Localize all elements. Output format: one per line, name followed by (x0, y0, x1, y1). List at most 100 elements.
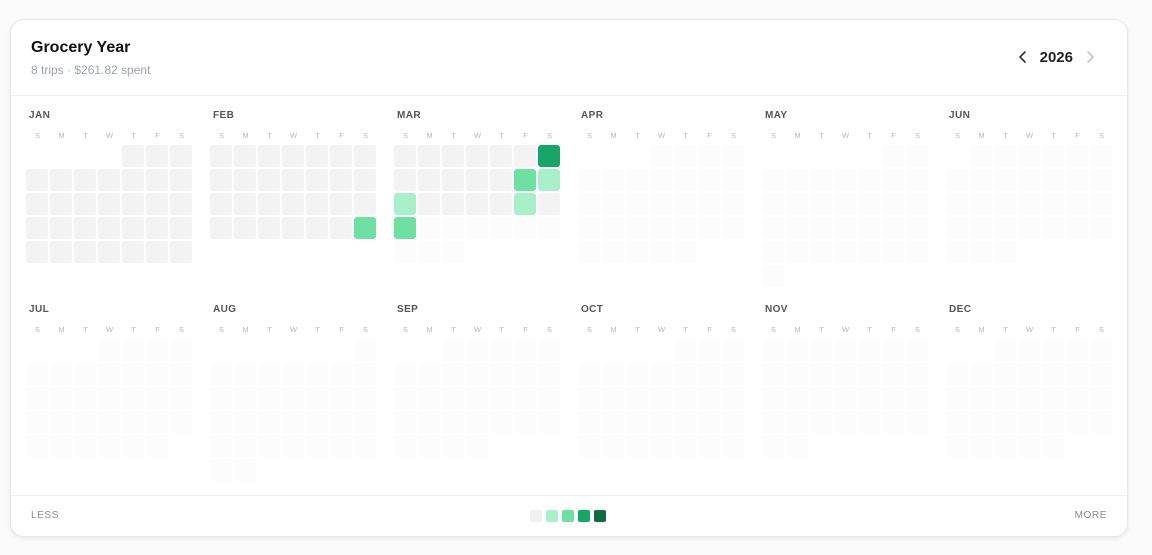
day-cell[interactable] (626, 387, 648, 409)
day-cell[interactable] (1042, 363, 1064, 385)
day-cell[interactable] (354, 339, 376, 361)
day-cell[interactable] (98, 241, 120, 263)
day-cell[interactable] (882, 387, 904, 409)
day-cell[interactable] (698, 387, 720, 409)
day-cell[interactable] (418, 387, 440, 409)
day-cell[interactable] (514, 411, 536, 433)
day-cell[interactable] (306, 145, 328, 167)
day-cell[interactable] (282, 193, 304, 215)
day-cell[interactable] (1066, 169, 1088, 191)
day-cell[interactable] (330, 169, 352, 191)
day-cell[interactable] (810, 363, 832, 385)
day-cell[interactable] (122, 387, 144, 409)
day-cell[interactable] (394, 411, 416, 433)
day-cell[interactable] (882, 411, 904, 433)
day-cell[interactable] (466, 387, 488, 409)
day-cell[interactable] (354, 217, 376, 239)
day-cell[interactable] (1066, 363, 1088, 385)
day-cell[interactable] (50, 193, 72, 215)
day-cell[interactable] (490, 193, 512, 215)
day-cell[interactable] (786, 241, 808, 263)
day-cell[interactable] (722, 435, 744, 457)
day-cell[interactable] (122, 339, 144, 361)
day-cell[interactable] (170, 217, 192, 239)
day-cell[interactable] (834, 217, 856, 239)
day-cell[interactable] (74, 193, 96, 215)
day-cell[interactable] (1042, 339, 1064, 361)
day-cell[interactable] (906, 363, 928, 385)
day-cell[interactable] (906, 411, 928, 433)
day-cell[interactable] (98, 363, 120, 385)
day-cell[interactable] (98, 387, 120, 409)
day-cell[interactable] (282, 435, 304, 457)
day-cell[interactable] (786, 435, 808, 457)
day-cell[interactable] (122, 241, 144, 263)
day-cell[interactable] (1090, 193, 1112, 215)
day-cell[interactable] (626, 411, 648, 433)
day-cell[interactable] (626, 435, 648, 457)
day-cell[interactable] (146, 339, 168, 361)
day-cell[interactable] (602, 241, 624, 263)
day-cell[interactable] (970, 241, 992, 263)
day-cell[interactable] (810, 217, 832, 239)
day-cell[interactable] (354, 145, 376, 167)
day-cell[interactable] (1018, 411, 1040, 433)
day-cell[interactable] (258, 217, 280, 239)
day-cell[interactable] (50, 217, 72, 239)
day-cell[interactable] (98, 339, 120, 361)
day-cell[interactable] (1066, 217, 1088, 239)
day-cell[interactable] (26, 363, 48, 385)
day-cell[interactable] (74, 169, 96, 191)
day-cell[interactable] (234, 411, 256, 433)
day-cell[interactable] (282, 363, 304, 385)
day-cell[interactable] (170, 241, 192, 263)
day-cell[interactable] (490, 217, 512, 239)
day-cell[interactable] (858, 169, 880, 191)
day-cell[interactable] (538, 169, 560, 191)
day-cell[interactable] (514, 339, 536, 361)
day-cell[interactable] (26, 193, 48, 215)
day-cell[interactable] (394, 363, 416, 385)
day-cell[interactable] (50, 411, 72, 433)
day-cell[interactable] (514, 217, 536, 239)
day-cell[interactable] (306, 193, 328, 215)
day-cell[interactable] (330, 145, 352, 167)
day-cell[interactable] (74, 435, 96, 457)
day-cell[interactable] (74, 217, 96, 239)
day-cell[interactable] (442, 411, 464, 433)
day-cell[interactable] (578, 217, 600, 239)
day-cell[interactable] (354, 435, 376, 457)
day-cell[interactable] (578, 241, 600, 263)
day-cell[interactable] (330, 363, 352, 385)
day-cell[interactable] (330, 411, 352, 433)
day-cell[interactable] (74, 241, 96, 263)
day-cell[interactable] (602, 435, 624, 457)
day-cell[interactable] (1090, 339, 1112, 361)
day-cell[interactable] (858, 387, 880, 409)
day-cell[interactable] (762, 217, 784, 239)
day-cell[interactable] (626, 217, 648, 239)
day-cell[interactable] (970, 169, 992, 191)
day-cell[interactable] (762, 193, 784, 215)
day-cell[interactable] (538, 339, 560, 361)
day-cell[interactable] (906, 145, 928, 167)
day-cell[interactable] (98, 411, 120, 433)
day-cell[interactable] (906, 217, 928, 239)
day-cell[interactable] (538, 411, 560, 433)
day-cell[interactable] (834, 363, 856, 385)
day-cell[interactable] (74, 387, 96, 409)
day-cell[interactable] (210, 217, 232, 239)
day-cell[interactable] (258, 435, 280, 457)
day-cell[interactable] (602, 169, 624, 191)
day-cell[interactable] (1042, 435, 1064, 457)
day-cell[interactable] (442, 241, 464, 263)
day-cell[interactable] (466, 411, 488, 433)
day-cell[interactable] (146, 217, 168, 239)
day-cell[interactable] (786, 387, 808, 409)
day-cell[interactable] (946, 193, 968, 215)
day-cell[interactable] (394, 435, 416, 457)
day-cell[interactable] (98, 193, 120, 215)
day-cell[interactable] (1090, 145, 1112, 167)
day-cell[interactable] (306, 387, 328, 409)
day-cell[interactable] (538, 145, 560, 167)
